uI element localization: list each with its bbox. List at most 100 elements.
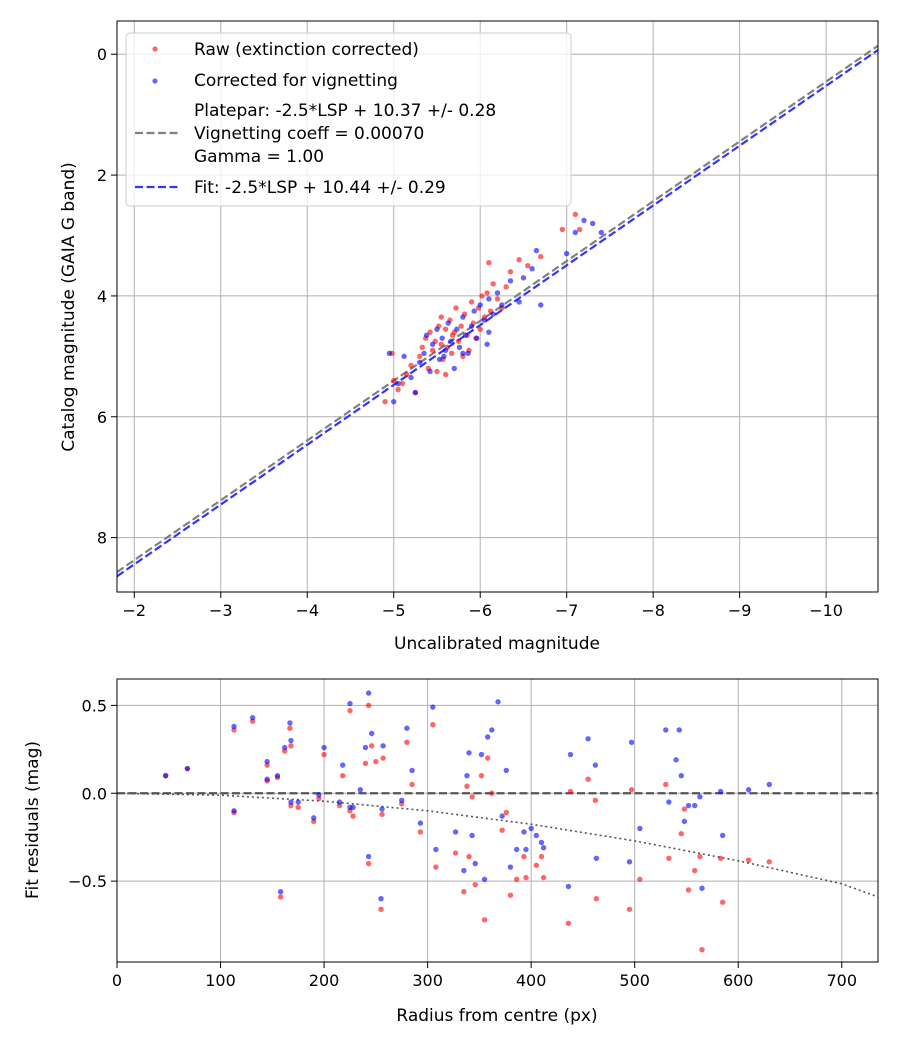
bottom-point-corrected-residuals xyxy=(162,772,169,779)
top-point-raw-extinction-corrected xyxy=(382,398,388,405)
bottom-point-corrected-residuals xyxy=(288,737,294,744)
bottom-x-tick-label: 300 xyxy=(412,971,443,990)
bottom-point-corrected-residuals xyxy=(378,896,384,902)
top-point-raw-extinction-corrected xyxy=(449,332,456,338)
bottom-point-raw-residuals xyxy=(513,876,520,883)
top-point-corrected-for-vignetting xyxy=(468,323,475,329)
top-x-tick-label: −7 xyxy=(555,601,579,620)
legend-gamma-label: Gamma = 1.00 xyxy=(194,147,324,167)
legend-raw-marker xyxy=(152,46,158,52)
bottom-point-raw-residuals xyxy=(585,776,591,782)
top-point-corrected-for-vignetting xyxy=(563,250,570,257)
bottom-point-raw-residuals xyxy=(565,920,572,927)
bottom-point-corrected-residuals xyxy=(287,720,293,726)
bottom-point-raw-residuals xyxy=(379,811,385,818)
bottom-point-corrected-residuals xyxy=(264,776,270,782)
bottom-y-tick-label: 0.5 xyxy=(82,696,107,715)
top-point-corrected-for-vignetting xyxy=(454,326,460,332)
bottom-point-raw-residuals xyxy=(489,790,495,796)
bottom-point-corrected-residuals xyxy=(692,802,698,809)
top-point-raw-extinction-corrected xyxy=(477,326,483,332)
bottom-point-corrected-residuals xyxy=(350,804,356,811)
bottom-point-corrected-residuals xyxy=(484,734,491,740)
top-point-corrected-for-vignetting xyxy=(516,299,522,305)
top-y-axis-label: Catalog magnitude (GAIA G band) xyxy=(59,162,79,452)
top-point-corrected-for-vignetting xyxy=(439,335,445,341)
bottom-point-corrected-residuals xyxy=(336,799,343,805)
bottom-point-corrected-residuals xyxy=(466,750,472,756)
bottom-point-raw-residuals xyxy=(433,864,439,870)
top-point-raw-extinction-corrected xyxy=(455,338,462,344)
top-point-corrected-for-vignetting xyxy=(456,344,463,350)
bottom-point-corrected-residuals xyxy=(340,762,346,768)
bottom-point-corrected-residuals xyxy=(288,799,294,805)
top-point-corrected-for-vignetting xyxy=(581,217,587,224)
bottom-point-corrected-residuals xyxy=(264,758,270,765)
top-point-corrected-for-vignetting xyxy=(471,308,477,314)
bottom-point-raw-residuals xyxy=(340,772,346,779)
top-point-raw-extinction-corrected xyxy=(494,296,501,302)
legend-platepar-label: Platepar: -2.5*LSP + 10.37 +/- 0.28 xyxy=(194,101,496,121)
bottom-point-corrected-residuals xyxy=(430,704,436,710)
top-x-tick-label: −10 xyxy=(809,601,843,620)
top-point-corrected-for-vignetting xyxy=(451,365,457,372)
top-point-raw-extinction-corrected xyxy=(490,281,496,287)
bottom-point-corrected-residuals xyxy=(357,787,364,793)
top-y-tick-label: 8 xyxy=(97,529,107,548)
bottom-point-raw-residuals xyxy=(350,813,356,819)
top-legend: Raw (extinction corrected) Corrected for… xyxy=(125,32,572,207)
top-plot-frame xyxy=(116,20,879,593)
bottom-point-raw-residuals xyxy=(499,827,505,833)
top-point-raw-extinction-corrected xyxy=(442,326,449,332)
bottom-point-corrected-residuals xyxy=(495,699,501,705)
bottom-point-raw-residuals xyxy=(321,751,327,758)
top-point-corrected-for-vignetting xyxy=(434,326,440,332)
top-x-tick-label: −6 xyxy=(468,601,492,620)
top-point-corrected-for-vignetting xyxy=(421,350,427,357)
bottom-point-raw-residuals xyxy=(681,806,688,812)
bottom-x-tick-label: 200 xyxy=(309,971,340,990)
bottom-point-raw-residuals xyxy=(699,946,705,953)
bottom-point-corrected-residuals xyxy=(282,744,288,751)
bottom-y-axis-label: Fit residuals (mag) xyxy=(23,741,43,899)
top-point-corrected-for-vignetting xyxy=(490,311,496,317)
top-point-raw-extinction-corrected xyxy=(486,259,492,266)
bottom-point-raw-residuals xyxy=(430,722,436,728)
top-point-corrected-for-vignetting xyxy=(465,350,471,357)
bottom-point-raw-residuals xyxy=(521,853,527,860)
bottom-point-raw-residuals xyxy=(478,772,485,779)
bottom-model-lines xyxy=(117,792,878,898)
bottom-point-corrected-residuals xyxy=(513,846,520,853)
top-point-raw-extinction-corrected xyxy=(503,284,509,290)
bottom-point-raw-residuals xyxy=(362,760,369,767)
bottom-point-corrected-residuals xyxy=(766,781,772,788)
top-point-raw-extinction-corrected xyxy=(572,211,579,218)
bottom-point-raw-residuals xyxy=(373,758,379,765)
bottom-point-corrected-residuals xyxy=(628,739,635,745)
bottom-point-corrected-residuals xyxy=(417,820,424,826)
top-point-corrected-for-vignetting xyxy=(423,332,430,338)
bottom-point-corrected-residuals xyxy=(538,839,545,846)
bottom-y-tick-label: −0.5 xyxy=(68,872,107,891)
bottom-point-raw-residuals xyxy=(409,781,415,788)
bottom-point-raw-residuals xyxy=(287,725,293,731)
bottom-point-corrected-residuals xyxy=(593,855,600,861)
top-point-raw-extinction-corrected xyxy=(391,377,397,384)
bottom-point-raw-residuals xyxy=(717,855,724,861)
bottom-point-corrected-residuals xyxy=(469,832,475,839)
bottom-point-corrected-residuals xyxy=(681,818,688,825)
top-point-raw-extinction-corrected xyxy=(458,323,464,329)
bottom-point-raw-residuals xyxy=(540,874,547,881)
bottom-point-corrected-residuals xyxy=(452,829,459,835)
bottom-point-corrected-residuals xyxy=(592,762,599,768)
top-point-raw-extinction-corrected xyxy=(484,290,490,296)
bottom-point-raw-residuals xyxy=(277,894,284,900)
bottom-point-corrected-residuals xyxy=(433,846,439,853)
bottom-point-corrected-residuals xyxy=(380,743,386,749)
top-point-corrected-for-vignetting xyxy=(598,229,604,236)
bottom-point-raw-residuals xyxy=(523,874,529,881)
bottom-point-raw-residuals xyxy=(347,707,353,714)
bottom-point-corrected-residuals xyxy=(231,808,237,814)
bottom-point-raw-residuals xyxy=(538,853,545,860)
